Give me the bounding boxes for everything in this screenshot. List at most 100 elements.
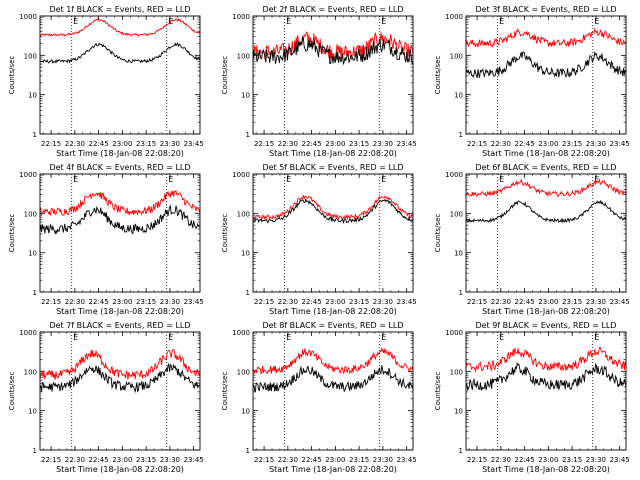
plot-frame [465, 15, 627, 135]
y-tick-label: 1000 [19, 171, 37, 179]
event-marker-label: E [381, 175, 386, 184]
y-tick-label: 10 [454, 408, 463, 416]
y-axis-label: Counts/sec [8, 214, 16, 253]
y-tick-label: 10 [241, 408, 250, 416]
panel: Det 7f BLACK = Events, RED = LLD Counts/s… [8, 321, 204, 474]
y-tick-label: 1000 [232, 13, 250, 21]
y-axis-label: Counts/sec [434, 214, 442, 253]
event-marker-label: E [73, 17, 78, 26]
x-tick-label: 23:45 [610, 456, 630, 464]
x-tick-label: 22:15 [41, 298, 61, 306]
y-tick-label: 1 [33, 131, 37, 139]
x-tick-label: 23:45 [397, 298, 417, 306]
plot-frame [252, 15, 414, 135]
y-tick-label: 100 [24, 368, 37, 376]
series-lld-red [252, 31, 414, 60]
x-tick-label: 23:15 [562, 140, 582, 148]
y-tick-label: 100 [237, 52, 250, 60]
y-tick-label: 1000 [232, 171, 250, 179]
event-marker-label: E [594, 175, 599, 184]
y-tick-label: 1000 [232, 329, 250, 337]
panel-title: Det 4f BLACK = Events, RED = LLD [49, 163, 190, 172]
y-tick-label: 1000 [445, 171, 463, 179]
x-tick-label: 22:45 [515, 140, 535, 148]
x-tick-label: 23:45 [397, 456, 417, 464]
y-tick-label: 1000 [19, 329, 37, 337]
x-tick-label: 22:45 [89, 456, 109, 464]
y-tick-label: 100 [237, 210, 250, 218]
x-tick-label: 22:45 [302, 298, 322, 306]
y-tick-label: 1 [459, 131, 463, 139]
y-tick-label: 10 [28, 408, 37, 416]
y-tick-label: 1 [246, 447, 250, 455]
event-marker-label: E [594, 17, 599, 26]
panel: Det 6f BLACK = Events, RED = LLD Counts/s… [434, 163, 630, 316]
series-lld-red [39, 17, 201, 37]
series-events-black [252, 365, 414, 393]
series-events-black [39, 42, 201, 64]
x-tick-label: 23:30 [586, 298, 606, 306]
x-axis-label: Start Time (18-Jan-08 22:08:20) [269, 149, 397, 158]
x-tick-label: 22:45 [515, 456, 535, 464]
y-tick-label: 10 [454, 92, 463, 100]
x-tick-label: 22:30 [491, 298, 511, 306]
y-tick-label: 100 [24, 210, 37, 218]
x-axis-label: Start Time (18-Jan-08 22:08:20) [482, 149, 610, 158]
event-marker-label: E [499, 17, 504, 26]
event-marker-label: E [499, 175, 504, 184]
panel-title: Det 7f BLACK = Events, RED = LLD [49, 321, 190, 330]
y-axis-label: Counts/sec [8, 372, 16, 411]
event-marker-label: E [168, 175, 173, 184]
x-tick-label: 22:30 [278, 456, 298, 464]
x-tick-label: 22:30 [491, 140, 511, 148]
panel-title: Det 5f BLACK = Events, RED = LLD [262, 163, 403, 172]
x-tick-label: 23:30 [160, 456, 180, 464]
event-marker-label: E [286, 333, 291, 342]
event-marker-label: E [73, 175, 78, 184]
series-lld-red [465, 27, 627, 48]
panel: Det 4f BLACK = Events, RED = LLD Counts/s… [8, 163, 204, 316]
x-tick-label: 23:30 [373, 298, 393, 306]
event-marker-label: E [168, 333, 173, 342]
y-axis-label: Counts/sec [434, 372, 442, 411]
x-axis-label: Start Time (18-Jan-08 22:08:20) [56, 307, 184, 316]
y-tick-label: 10 [28, 250, 37, 258]
x-tick-label: 23:00 [112, 140, 132, 148]
plot-frame [252, 331, 414, 451]
y-tick-label: 10 [241, 250, 250, 258]
x-tick-label: 23:45 [610, 298, 630, 306]
x-tick-label: 22:45 [302, 140, 322, 148]
x-tick-label: 23:45 [184, 140, 204, 148]
y-tick-label: 100 [24, 52, 37, 60]
x-tick-label: 23:45 [397, 140, 417, 148]
x-tick-label: 22:15 [254, 456, 274, 464]
panel: Det 5f BLACK = Events, RED = LLD Counts/s… [221, 163, 417, 316]
y-tick-label: 1 [459, 289, 463, 297]
y-axis-label: Counts/sec [221, 372, 229, 411]
panel: Det 9f BLACK = Events, RED = LLD Counts/s… [434, 321, 630, 474]
panel-title: Det 6f BLACK = Events, RED = LLD [475, 163, 616, 172]
series-lld-red [465, 178, 627, 197]
event-marker-label: E [499, 333, 504, 342]
plot-frame [252, 173, 414, 293]
x-tick-label: 23:30 [373, 456, 393, 464]
event-marker-label: E [286, 17, 291, 26]
event-marker-label: E [381, 333, 386, 342]
y-tick-label: 10 [28, 92, 37, 100]
x-tick-label: 22:15 [254, 298, 274, 306]
x-tick-label: 22:30 [278, 140, 298, 148]
x-tick-label: 23:45 [184, 456, 204, 464]
series-events-black [39, 204, 200, 235]
series-lld-red [39, 349, 201, 380]
x-tick-label: 23:15 [349, 456, 369, 464]
x-tick-label: 22:45 [302, 456, 322, 464]
series-events-black [252, 36, 414, 65]
y-axis-label: Counts/sec [8, 56, 16, 95]
series-events-black [252, 197, 414, 225]
panel: Det 2f BLACK = Events, RED = LLD Counts/s… [221, 5, 417, 158]
x-tick-label: 23:15 [136, 140, 156, 148]
x-axis-label: Start Time (18-Jan-08 22:08:20) [482, 465, 610, 474]
x-tick-label: 23:00 [112, 456, 132, 464]
series-lld-red [252, 195, 414, 221]
